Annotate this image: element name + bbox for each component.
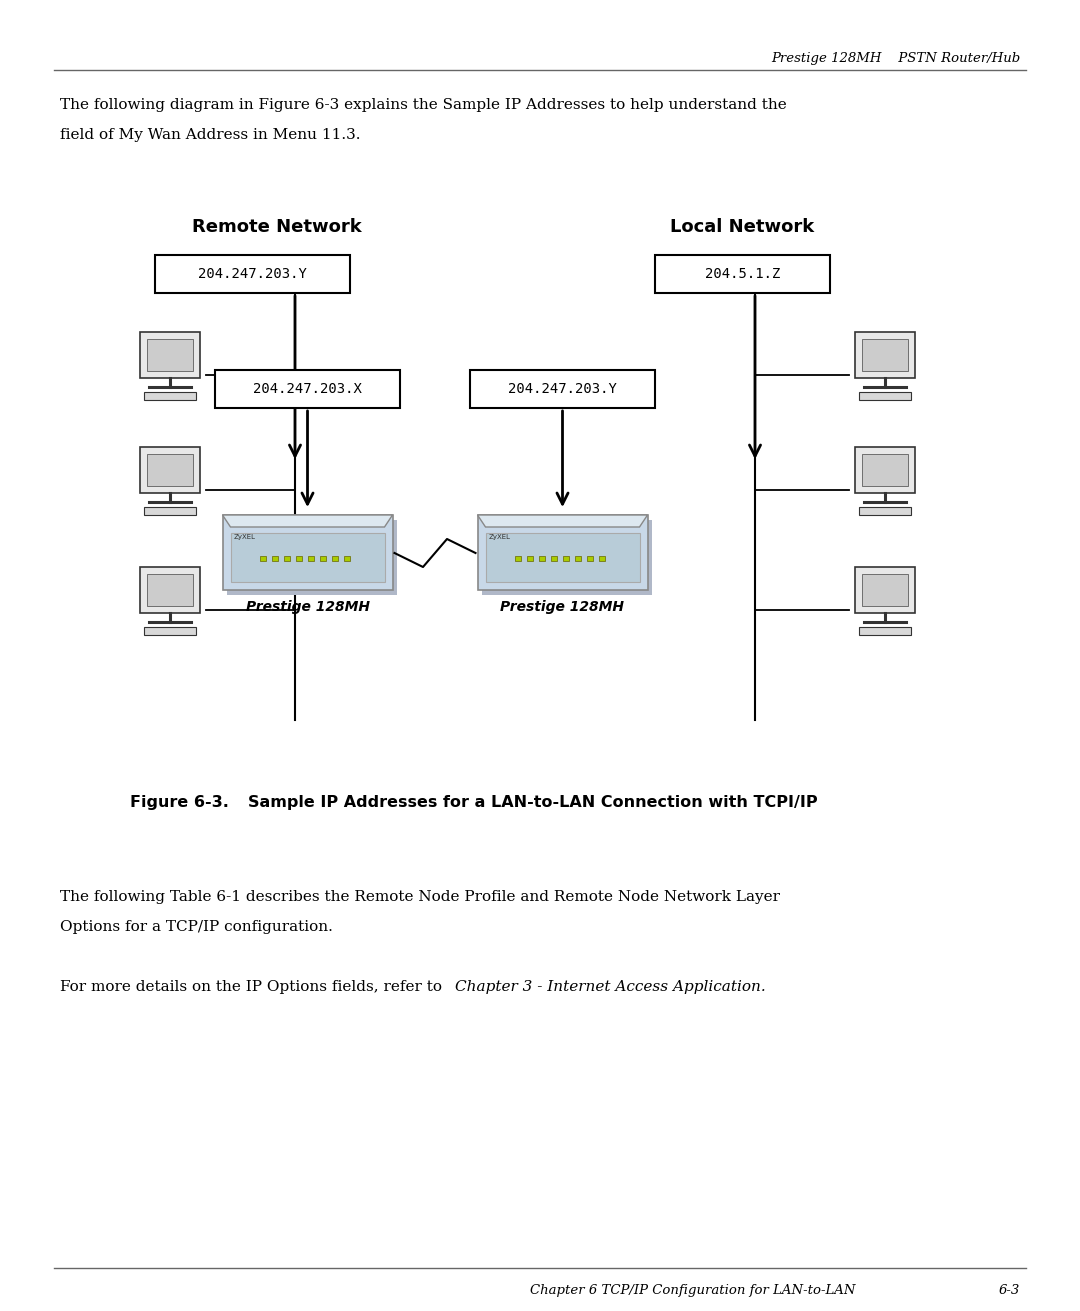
- Bar: [855, 447, 915, 493]
- Text: Prestige 128MH: Prestige 128MH: [500, 600, 624, 614]
- Text: For more details on the IP Options fields, refer to: For more details on the IP Options field…: [60, 981, 447, 994]
- Text: field of My Wan Address in Menu 11.3.: field of My Wan Address in Menu 11.3.: [60, 128, 361, 142]
- Bar: [308, 556, 313, 561]
- Bar: [862, 574, 908, 606]
- Text: 204.5.1.Z: 204.5.1.Z: [705, 267, 780, 281]
- Bar: [575, 556, 581, 561]
- Bar: [855, 568, 915, 612]
- Bar: [140, 568, 200, 612]
- Bar: [855, 332, 915, 378]
- Bar: [482, 520, 651, 595]
- Bar: [227, 520, 396, 595]
- Bar: [862, 455, 908, 485]
- Bar: [215, 370, 400, 408]
- Bar: [514, 556, 521, 561]
- Text: ZyXEL: ZyXEL: [488, 535, 511, 540]
- Bar: [859, 627, 912, 635]
- Text: ZyXEL: ZyXEL: [233, 535, 256, 540]
- Bar: [551, 556, 556, 561]
- Bar: [144, 627, 197, 635]
- Bar: [320, 556, 325, 561]
- Polygon shape: [477, 515, 648, 527]
- Text: Prestige 128MH    PSTN Router/Hub: Prestige 128MH PSTN Router/Hub: [771, 52, 1020, 66]
- Text: 204.247.203.Y: 204.247.203.Y: [508, 382, 617, 396]
- Polygon shape: [222, 515, 392, 527]
- Bar: [563, 556, 568, 561]
- Bar: [140, 332, 200, 378]
- Bar: [539, 556, 544, 561]
- Bar: [527, 556, 532, 561]
- Bar: [586, 556, 593, 561]
- Bar: [230, 534, 384, 582]
- Text: Sample IP Addresses for a LAN-to-LAN Connection with TCPI/IP: Sample IP Addresses for a LAN-to-LAN Con…: [248, 794, 818, 810]
- Bar: [486, 534, 639, 582]
- Bar: [147, 574, 193, 606]
- Bar: [222, 515, 392, 590]
- Text: 204.247.203.Y: 204.247.203.Y: [198, 267, 307, 281]
- Text: Figure 6-3.: Figure 6-3.: [130, 794, 229, 810]
- Bar: [147, 455, 193, 485]
- Text: Prestige 128MH: Prestige 128MH: [245, 600, 369, 614]
- Text: Local Network: Local Network: [670, 218, 814, 236]
- Bar: [862, 340, 908, 371]
- Bar: [140, 447, 200, 493]
- Text: 6-3: 6-3: [999, 1283, 1020, 1297]
- Bar: [259, 556, 266, 561]
- Bar: [283, 556, 289, 561]
- Bar: [144, 507, 197, 515]
- Bar: [859, 507, 912, 515]
- Text: Chapter 3 - Internet Access Application.: Chapter 3 - Internet Access Application.: [455, 981, 766, 994]
- Bar: [598, 556, 605, 561]
- Bar: [470, 370, 654, 408]
- Text: Options for a TCP/IP configuration.: Options for a TCP/IP configuration.: [60, 920, 333, 933]
- Bar: [296, 556, 301, 561]
- Bar: [343, 556, 350, 561]
- Bar: [271, 556, 278, 561]
- Text: Remote Network: Remote Network: [192, 218, 362, 236]
- Bar: [147, 340, 193, 371]
- Bar: [332, 556, 337, 561]
- Bar: [144, 392, 197, 400]
- Bar: [654, 256, 831, 292]
- Bar: [477, 515, 648, 590]
- Bar: [156, 256, 350, 292]
- Text: 204.247.203.X: 204.247.203.X: [253, 382, 362, 396]
- Text: The following diagram in Figure 6-3 explains the Sample IP Addresses to help und: The following diagram in Figure 6-3 expl…: [60, 98, 786, 111]
- Text: Chapter 6 TCP/IP Configuration for LAN-to-LAN: Chapter 6 TCP/IP Configuration for LAN-t…: [530, 1283, 855, 1297]
- Bar: [859, 392, 912, 400]
- Text: The following Table 6-1 describes the Remote Node Profile and Remote Node Networ: The following Table 6-1 describes the Re…: [60, 890, 780, 905]
